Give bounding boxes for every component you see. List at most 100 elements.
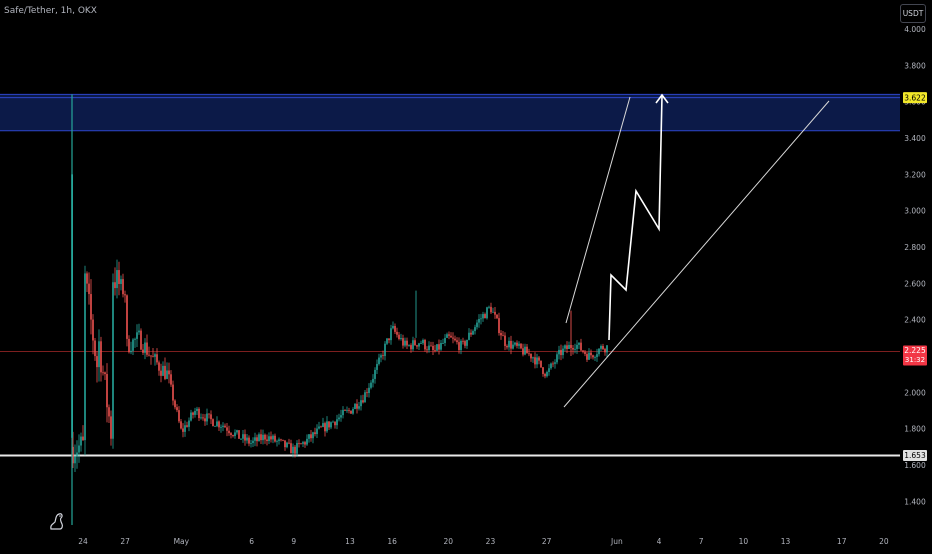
candle-body — [124, 294, 126, 296]
candle-body — [526, 346, 528, 354]
candle-body — [272, 435, 274, 440]
candle-body — [308, 434, 310, 439]
candle-body — [370, 382, 372, 388]
candle-body — [470, 332, 472, 335]
candle-body — [600, 345, 602, 349]
resistance-zone[interactable] — [0, 94, 900, 131]
time-axis[interactable]: 24 27 May 6 9 13 16 20 23 27 Jun 4 7 10 13 17 20 — [78, 537, 889, 546]
candlestick-series — [71, 94, 608, 526]
time-axis-tick-label: 6 — [249, 537, 254, 546]
candle-body — [568, 344, 570, 349]
candle-body — [310, 434, 312, 439]
time-axis-tick-label: 7 — [699, 537, 704, 546]
candle-body — [244, 434, 246, 441]
price-axis-tick-label: 3.800 — [904, 61, 926, 70]
candle-body — [236, 430, 238, 433]
candle-body — [360, 400, 362, 407]
candle-body — [488, 306, 490, 308]
arrow-head[interactable] — [655, 93, 669, 104]
candle-countdown-label: 31:32 — [905, 356, 925, 364]
candle-body — [114, 282, 116, 289]
candle-body — [184, 425, 186, 432]
candle-body — [94, 340, 96, 357]
candle-body — [92, 319, 94, 341]
candle-body — [414, 340, 416, 346]
candle-body — [216, 421, 218, 427]
candle-body — [536, 357, 538, 365]
candle-body — [250, 443, 252, 444]
symbol-title: Safe/Tether, 1h, OKX — [4, 6, 97, 16]
candle-body — [232, 435, 234, 437]
candle-body — [524, 346, 526, 355]
candle-body — [346, 410, 348, 411]
trend-drawings[interactable] — [563, 93, 830, 408]
resistance-price-tag: 3.622 — [903, 92, 927, 104]
currency-button[interactable]: USDT — [900, 4, 926, 23]
candle-body — [426, 349, 428, 351]
candle-body — [330, 422, 332, 428]
candle-body — [242, 434, 244, 439]
candle-body — [492, 311, 494, 313]
candle-body — [102, 372, 104, 374]
candle-body — [282, 439, 284, 441]
time-axis-tick-label: 17 — [837, 537, 847, 546]
candle-body — [386, 338, 388, 344]
candle-body — [466, 339, 468, 346]
candle-body — [450, 335, 452, 338]
candle-body — [342, 410, 344, 416]
candle-body — [326, 421, 328, 432]
lower-trend-line[interactable] — [563, 100, 830, 408]
candle-body — [170, 374, 172, 385]
candle-body — [264, 434, 266, 440]
candle-body — [416, 345, 418, 347]
candle-body — [512, 344, 514, 349]
candle-body — [106, 374, 108, 408]
candle-body — [498, 318, 500, 334]
projected-path-arrow[interactable] — [608, 95, 663, 341]
candle-body — [306, 438, 308, 445]
price-axis-tick-label: 2.800 — [904, 243, 926, 252]
candle-body — [462, 340, 464, 342]
candle-body — [120, 279, 122, 284]
candle-body — [164, 365, 166, 379]
candle-body — [394, 325, 396, 332]
candle-body — [584, 351, 586, 355]
candle-body — [284, 440, 286, 448]
candle-body — [256, 437, 258, 442]
candle-body — [428, 345, 430, 351]
tradingview-logo-icon[interactable] — [50, 513, 63, 530]
candle-body — [204, 418, 206, 422]
candle-body — [378, 357, 380, 364]
candle-body — [420, 343, 422, 344]
candle-body — [96, 356, 98, 368]
price-axis-tick-label: 1.600 — [904, 461, 926, 470]
candle-body — [544, 373, 546, 377]
candle-body — [576, 344, 578, 349]
candle-body — [320, 426, 322, 428]
candle-body — [558, 349, 560, 355]
candle-body — [484, 314, 486, 319]
candle-body — [564, 345, 566, 349]
candle-body — [398, 334, 400, 339]
candle-body — [90, 294, 92, 320]
time-axis-tick-label: 9 — [291, 537, 296, 546]
time-axis-tick-label: 23 — [486, 537, 496, 546]
candle-body — [552, 363, 554, 365]
candle-body — [110, 416, 112, 439]
candle-body — [152, 356, 154, 358]
candle-body — [522, 348, 524, 355]
candle-body — [230, 433, 232, 436]
candle-body — [220, 426, 222, 428]
candle-body — [300, 443, 302, 445]
candle-body — [582, 350, 584, 352]
candle-body — [354, 403, 356, 410]
candle-body — [100, 341, 102, 373]
candle-body — [366, 392, 368, 394]
candle-body — [384, 343, 386, 357]
candle-body — [356, 403, 358, 409]
candle-body — [566, 345, 568, 349]
upper-channel-line[interactable] — [565, 96, 631, 324]
candle-body — [240, 438, 242, 440]
